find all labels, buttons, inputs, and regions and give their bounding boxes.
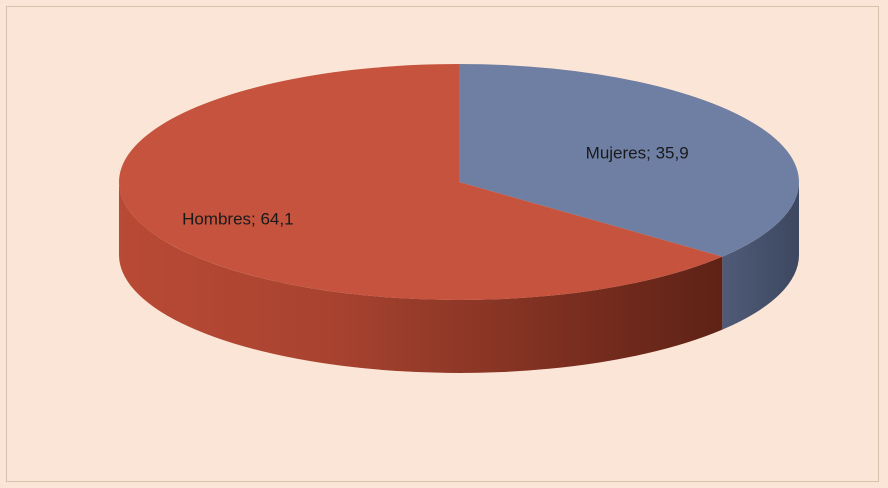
pie-side-mujeres (722, 182, 799, 330)
pie-slice-mujeres (459, 64, 799, 257)
pie-sides (118, 182, 799, 373)
pie-slice-hombres (119, 64, 723, 300)
data-label-hombres: Hombres; 64,1 (182, 209, 294, 228)
pie-side-hombres (118, 182, 723, 373)
pie-tops (119, 64, 799, 300)
pie-labels: Mujeres; 35,9 Hombres; 64,1 (182, 144, 689, 229)
data-label-mujeres: Mujeres; 35,9 (586, 144, 689, 163)
